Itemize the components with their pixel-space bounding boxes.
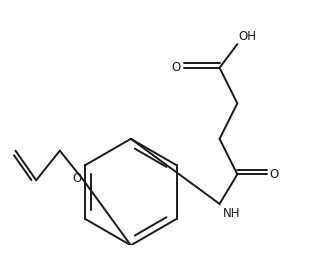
Text: NH: NH — [222, 207, 240, 220]
Text: OH: OH — [239, 30, 257, 43]
Text: O: O — [270, 168, 279, 181]
Text: O: O — [172, 61, 181, 74]
Text: O: O — [73, 172, 82, 185]
